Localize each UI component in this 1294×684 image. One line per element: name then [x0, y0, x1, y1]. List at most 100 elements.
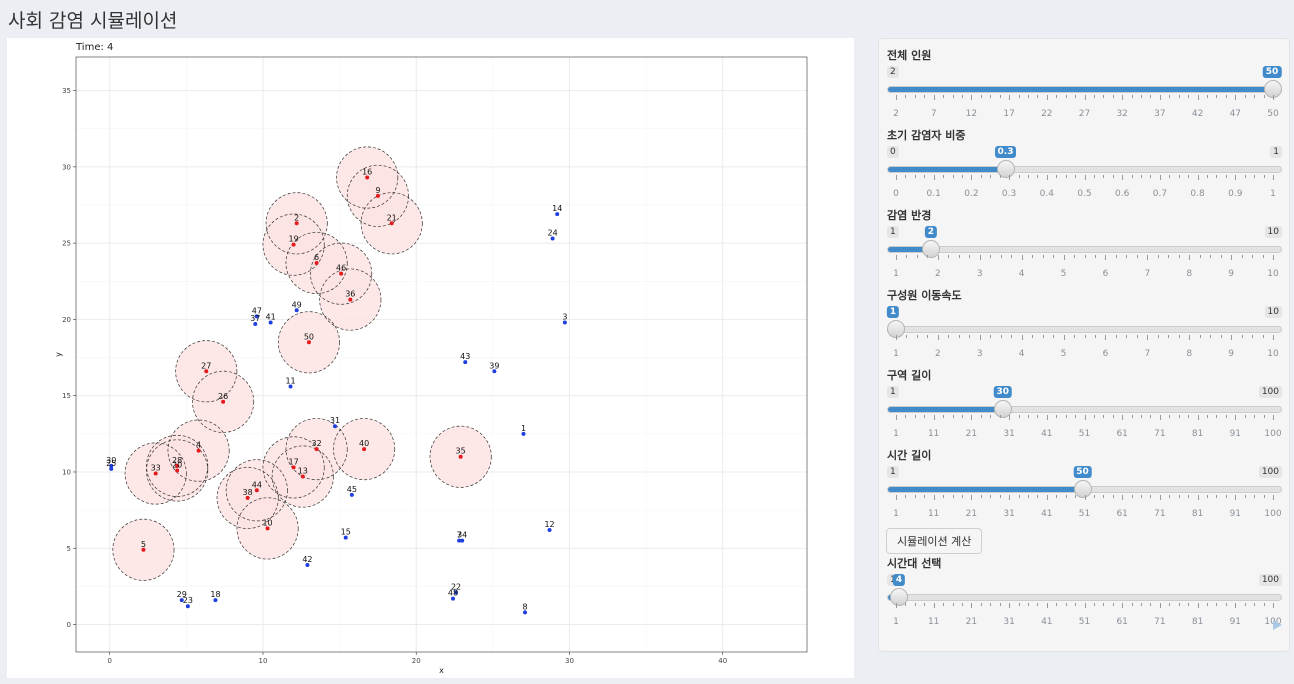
slider-tick — [1065, 415, 1067, 418]
infection-radius-outline — [310, 242, 373, 305]
compute-simulation-button[interactable]: 시뮬레이션 계산 — [886, 528, 983, 554]
slider-track[interactable] — [887, 326, 1282, 333]
slider-tick-label: 71 — [1154, 429, 1166, 439]
slider-tick — [1112, 415, 1114, 418]
slider-tick — [1009, 415, 1011, 420]
slider-tick-label: 3 — [976, 349, 983, 359]
slider-tick — [1037, 175, 1039, 178]
slider-tick — [1093, 415, 1095, 418]
slider-tick-label: 71 — [1154, 617, 1166, 627]
slider-tick — [1122, 175, 1124, 180]
point-label: 36 — [345, 290, 355, 299]
slider-tick — [1037, 495, 1039, 498]
play-icon[interactable] — [1273, 620, 1282, 630]
slider-tick — [1207, 175, 1209, 178]
slider-tick-label: 42 — [1191, 109, 1204, 119]
slider-tick — [937, 255, 939, 260]
slider-tick — [1210, 335, 1212, 338]
slider-handle[interactable] — [921, 240, 940, 258]
slider-tick — [990, 495, 992, 498]
slider-tick — [1075, 415, 1077, 418]
infected-point — [291, 242, 296, 247]
slider-tick-label: 5 — [1060, 269, 1067, 279]
slider-tick — [1241, 335, 1243, 338]
point-label: 2 — [294, 213, 299, 222]
healthy-point — [254, 314, 259, 319]
slider-tick — [1103, 95, 1105, 98]
infection-radius-outline — [429, 425, 492, 488]
slider-tick — [999, 95, 1001, 98]
point-label: 31 — [330, 416, 340, 425]
healthy-point — [109, 463, 114, 468]
slider-track[interactable] — [887, 86, 1282, 93]
slider-tick — [1011, 335, 1013, 338]
slider-track[interactable] — [887, 246, 1282, 253]
slider-tick-label: 41 — [1041, 617, 1053, 627]
slider-value-label: 1 — [886, 306, 900, 318]
healthy-point — [450, 596, 455, 601]
slider-label: 구성원 이동속도 — [887, 289, 962, 302]
slider-tick-label: 1 — [893, 509, 899, 519]
slider-tick — [1235, 95, 1237, 100]
slider-tick — [924, 495, 926, 498]
slider-tick — [1042, 335, 1044, 338]
slider-track[interactable] — [887, 166, 1282, 173]
slider-track[interactable] — [887, 594, 1282, 601]
slider-tick — [1112, 495, 1114, 498]
slider-time: 시간대 선택110041112131415161718191100 — [887, 555, 1282, 635]
slider-ticks — [887, 95, 1282, 107]
slider-tick — [1063, 335, 1065, 340]
x-tick-label: 10 — [259, 657, 268, 665]
slider-tick-label: 6 — [1102, 269, 1109, 279]
slider-tick — [1188, 95, 1190, 98]
slider-label: 감염 반경 — [887, 209, 932, 222]
slider-tick — [1150, 603, 1152, 606]
slider-tick — [1056, 603, 1058, 606]
slider-tick — [1037, 415, 1039, 418]
healthy-point — [268, 320, 273, 325]
slider-min-label: 0 — [887, 146, 899, 158]
slider-tick — [1169, 415, 1171, 418]
point-label: 17 — [289, 457, 299, 466]
slider-tick — [1084, 175, 1086, 180]
slider-handle[interactable] — [1073, 480, 1092, 498]
slider-tick-label: 11 — [927, 617, 940, 627]
slider-tick — [1254, 495, 1256, 498]
infection-circles — [112, 146, 492, 581]
slider-tick — [1244, 95, 1246, 98]
slider-tick — [1225, 603, 1227, 606]
slider-tick — [1065, 603, 1067, 606]
slider-track[interactable] — [887, 406, 1282, 413]
infected-point — [245, 495, 250, 500]
slider-tick — [1168, 255, 1170, 258]
slider-tick — [1207, 603, 1209, 606]
point-label: 14 — [552, 204, 562, 213]
slider-handle[interactable] — [993, 400, 1012, 418]
slider-tick — [1046, 95, 1048, 100]
slider-tick-labels: 0 0.1 0.2 0.3 0.4 0.5 0.6 0.7 0.8 0.9 1 — [887, 189, 1282, 201]
point-label: 30 — [106, 456, 116, 465]
slider-tick-label: 41 — [1041, 429, 1053, 439]
slider-tick-label: 2 — [893, 109, 899, 119]
point-label: 47 — [252, 306, 262, 315]
slider-tick — [905, 495, 907, 498]
slider-tick — [1159, 415, 1161, 420]
slider-tick — [1084, 415, 1086, 420]
infection-radius-outline — [336, 146, 399, 209]
slider-tick-label: 1 — [893, 269, 899, 279]
slider-tick — [896, 95, 897, 100]
slider-handle[interactable] — [996, 160, 1015, 178]
slider-tick — [1094, 335, 1096, 338]
infection-radius-outline — [346, 164, 409, 227]
slider-tick — [1021, 335, 1023, 340]
slider-tick — [1009, 495, 1011, 500]
slider-tick — [924, 603, 926, 606]
slider-tick — [952, 415, 954, 418]
slider-tick — [971, 175, 973, 180]
infected-point — [291, 465, 296, 470]
infected-point — [314, 447, 319, 452]
slider-tick-label: 51 — [1078, 617, 1091, 627]
slider-tick — [1169, 95, 1171, 98]
slider-handle[interactable] — [889, 588, 908, 606]
app-title: 사회 감염 시뮬레이션 — [8, 10, 178, 32]
